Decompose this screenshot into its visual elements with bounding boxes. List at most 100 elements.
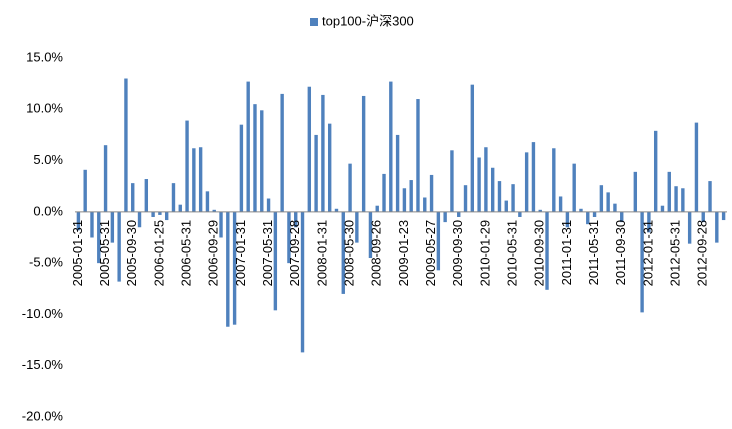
bar xyxy=(307,86,312,212)
bar xyxy=(300,211,305,353)
legend-swatch xyxy=(310,18,318,26)
bar xyxy=(314,134,318,212)
x-tick-label: 2010-01-29 xyxy=(477,220,492,287)
bar xyxy=(511,184,515,212)
bar xyxy=(545,211,549,290)
bar xyxy=(572,163,576,212)
x-tick-label: 2010-05-31 xyxy=(505,220,520,287)
bar xyxy=(341,211,345,294)
bar xyxy=(457,211,461,217)
bar xyxy=(355,211,359,243)
bar xyxy=(518,211,522,217)
bar xyxy=(613,203,617,212)
bar xyxy=(117,211,121,282)
x-tick-label: 2012-05-31 xyxy=(668,220,683,287)
bar xyxy=(294,211,298,228)
bar xyxy=(361,95,366,212)
bar xyxy=(558,196,563,212)
bar xyxy=(382,173,386,212)
y-tick-label: 15.0% xyxy=(26,49,63,64)
bar xyxy=(83,169,87,212)
bar xyxy=(395,134,400,212)
bar xyxy=(164,211,169,221)
x-tick-label: 2012-01-31 xyxy=(640,220,655,287)
x-tick-label: 2011-09-30 xyxy=(613,220,628,286)
bar xyxy=(205,191,210,212)
bar xyxy=(429,174,434,212)
x-tick-label: 2007-01-31 xyxy=(233,220,248,286)
bar xyxy=(484,147,488,212)
bar xyxy=(219,211,223,238)
bar xyxy=(416,99,420,212)
bar xyxy=(579,208,583,212)
bar xyxy=(463,185,468,212)
bar xyxy=(158,211,162,215)
bar xyxy=(708,181,712,212)
bar xyxy=(701,211,705,223)
bar xyxy=(538,209,542,212)
bar xyxy=(524,152,529,212)
bar xyxy=(144,179,149,212)
bar xyxy=(239,124,244,212)
bar xyxy=(97,211,101,264)
bar xyxy=(565,211,570,228)
bar xyxy=(721,211,726,221)
bar xyxy=(423,197,427,212)
bar xyxy=(660,205,665,212)
bar xyxy=(504,200,508,212)
bar xyxy=(137,211,142,228)
x-tick-label: 2007-05-31 xyxy=(260,220,275,287)
bar xyxy=(151,211,155,217)
bar xyxy=(273,211,278,311)
bar xyxy=(198,147,203,212)
x-tick-label: 2011-01-31 xyxy=(559,220,574,286)
bar xyxy=(674,186,678,212)
bar xyxy=(287,211,291,264)
bar xyxy=(694,122,699,212)
bar xyxy=(653,130,658,212)
bar xyxy=(260,110,264,212)
x-tick-label: 2005-05-31 xyxy=(97,220,112,287)
x-tick-label: 2009-01-23 xyxy=(396,220,411,287)
bar xyxy=(640,211,644,313)
bar xyxy=(633,171,638,212)
x-tick-label: 2012-09-28 xyxy=(695,220,710,287)
x-tick-label: 2009-09-30 xyxy=(450,220,465,287)
x-tick-label: 2006-05-31 xyxy=(179,220,194,287)
bar xyxy=(246,81,250,212)
bar xyxy=(531,142,536,212)
bar xyxy=(90,211,94,238)
bar xyxy=(76,211,81,231)
y-tick-label: 5.0% xyxy=(33,152,63,167)
x-tick-label: 2011-05-31 xyxy=(586,220,601,286)
bar xyxy=(409,180,413,212)
x-tick-label: 2008-09-26 xyxy=(369,220,384,287)
bar xyxy=(280,93,284,212)
y-tick-label: 0.0% xyxy=(33,203,63,218)
bar xyxy=(131,183,135,212)
x-tick-label: 2006-09-29 xyxy=(206,220,221,287)
bar xyxy=(470,84,475,212)
bar xyxy=(599,185,604,212)
x-tick-label: 2008-05-30 xyxy=(342,220,357,287)
bar xyxy=(620,211,624,223)
y-tick-label: -5.0% xyxy=(29,255,63,270)
bar xyxy=(490,167,495,212)
x-tick-label: 2009-05-27 xyxy=(423,220,438,287)
bar xyxy=(450,150,454,212)
bar xyxy=(110,211,115,243)
bar xyxy=(647,211,651,233)
bar xyxy=(606,192,610,212)
bar xyxy=(592,211,597,217)
bar xyxy=(171,183,176,212)
y-tick-label: -10.0% xyxy=(22,306,64,321)
bar xyxy=(321,94,325,212)
bar xyxy=(552,148,556,212)
bar xyxy=(212,209,216,212)
bar xyxy=(436,211,441,271)
bar xyxy=(715,211,719,243)
x-tick-label: 2006-01-25 xyxy=(151,220,166,287)
bar xyxy=(687,211,692,244)
bar xyxy=(334,208,339,212)
bar xyxy=(681,188,685,212)
